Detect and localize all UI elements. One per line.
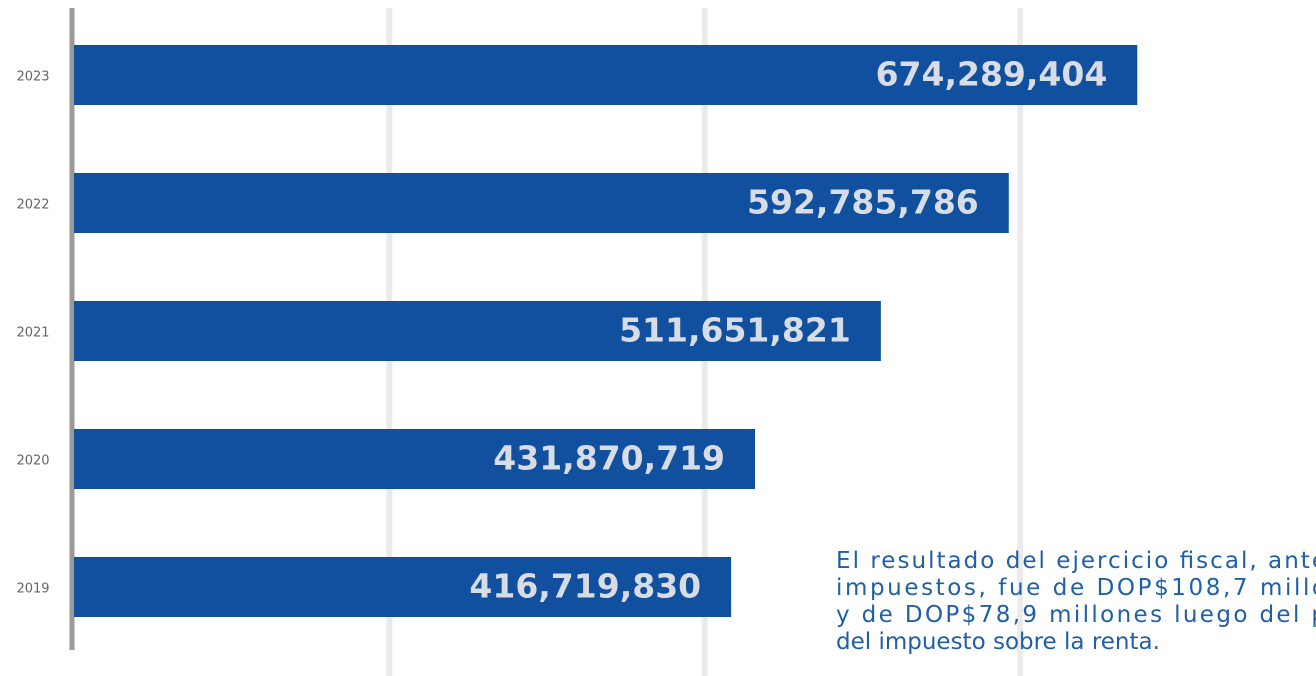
annotation: y de DOP$78,9 millones luego del p [836,602,1316,628]
category-label: 2023 [16,70,49,85]
bar [74,301,881,361]
bar [74,557,732,617]
value-label: 511,651,821 [619,311,851,350]
bar [74,429,756,489]
annotation: del impuesto sobre la renta. [836,629,1160,655]
category-label: 2021 [16,326,49,341]
category-label: 2022 [16,198,49,213]
value-label: 431,870,719 [493,439,725,478]
bar [74,45,1138,105]
value-label: 674,289,404 [876,55,1108,94]
category-label: 2020 [16,454,49,469]
value-label: 416,719,830 [469,567,701,606]
annotation: impuestos, fue de DOP$108,7 millo [836,575,1316,601]
category-label: 2019 [16,582,49,597]
bar [74,173,1009,233]
annotation: El resultado del ejercicio fiscal, ante [836,548,1316,574]
value-label: 592,785,786 [747,183,979,222]
